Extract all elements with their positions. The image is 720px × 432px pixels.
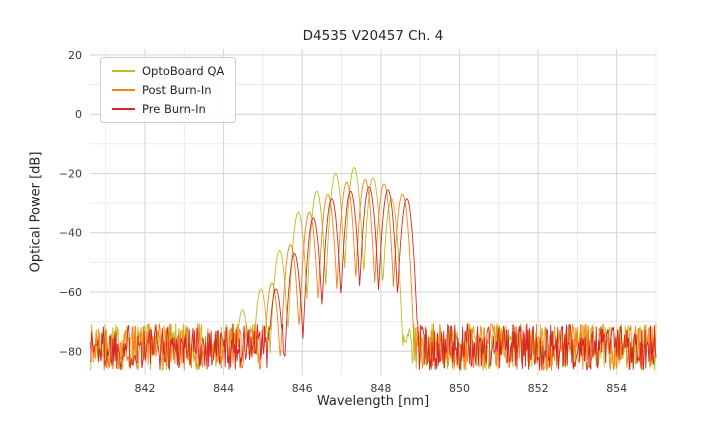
legend-label-pre-burn-in: Pre Burn-In <box>142 102 206 116</box>
legend-label-optoboard-qa: OptoBoard QA <box>142 64 225 78</box>
legend-swatch-optoboard-qa <box>112 70 135 72</box>
legend-label-post-burn-in: Post Burn-In <box>142 83 212 97</box>
legend-item-optoboard-qa: OptoBoard QA <box>112 64 224 78</box>
x-tick-label: 848 <box>370 382 391 395</box>
x-tick-label: 842 <box>135 382 156 395</box>
y-tick-label: −20 <box>59 168 82 181</box>
legend: OptoBoard QA Post Burn-In Pre Burn-In <box>100 57 237 123</box>
y-tick-label: −60 <box>59 286 82 299</box>
legend-item-post-burn-in: Post Burn-In <box>112 83 224 97</box>
x-axis-label: Wavelength [nm] <box>316 394 430 409</box>
y-tick-label: 0 <box>75 108 82 121</box>
x-tick-label: 846 <box>292 382 313 395</box>
legend-swatch-pre-burn-in <box>112 108 135 110</box>
x-tick-label: 844 <box>213 382 234 395</box>
legend-swatch-post-burn-in <box>112 89 135 91</box>
plot-title: D4535 V20457 Ch. 4 <box>302 28 444 44</box>
y-tick-label: −80 <box>59 345 82 358</box>
series-line-post-burn-in <box>89 178 657 371</box>
x-tick-label: 850 <box>449 382 470 395</box>
series-line-pre-burn-in <box>89 186 657 371</box>
x-tick-label: 852 <box>528 382 549 395</box>
x-tick-label: 854 <box>606 382 627 395</box>
y-tick-label: 20 <box>68 49 82 62</box>
y-tick-label: −40 <box>59 227 82 240</box>
legend-item-pre-burn-in: Pre Burn-In <box>112 102 224 116</box>
y-axis-label: Optical Power [dB] <box>28 151 44 273</box>
